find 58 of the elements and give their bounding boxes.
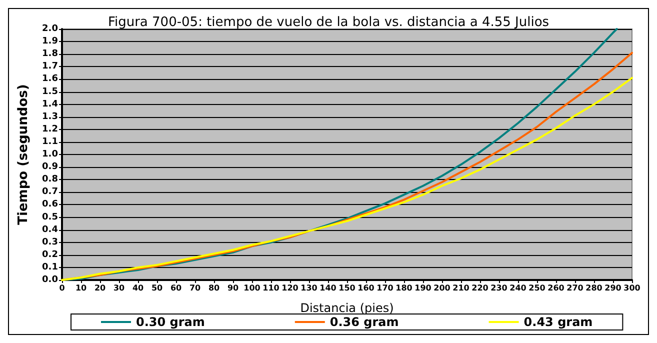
x-axis-title: Distancia (pies): [300, 301, 394, 315]
x-tick-label: 110: [262, 284, 280, 292]
y-tick-label: 0.7: [42, 187, 58, 198]
x-tick-label: 170: [376, 284, 394, 292]
legend-label: 0.36 gram: [330, 315, 399, 329]
y-tick-label: 1.0: [42, 150, 58, 160]
y-tick-label: 1.7: [42, 62, 58, 72]
x-tick-label: 250: [528, 284, 546, 292]
x-tick-label: 10: [75, 284, 87, 292]
x-tick-label: 130: [300, 284, 318, 292]
x-tick-label: 160: [358, 284, 375, 292]
x-tick-label: 220: [472, 284, 489, 292]
legend-label: 0.30 gram: [136, 315, 205, 329]
chart-title: Figura 700-05: tiempo de vuelo de la bola vs. distancia a 4.55 Julios: [108, 15, 550, 30]
y-tick-label: 0.4: [42, 224, 58, 235]
y-tick-label: 0.8: [42, 174, 58, 185]
y-tick-label: 1.1: [42, 136, 58, 147]
x-tick-label: 50: [151, 284, 163, 292]
x-tick-label: 70: [189, 284, 201, 292]
x-tick-label: 60: [170, 284, 182, 292]
y-tick-label: 1.9: [42, 36, 58, 47]
y-tick-label: 0.1: [42, 262, 58, 272]
y-tick-label: 2.0: [42, 24, 58, 34]
x-tick-label: 300: [624, 284, 641, 292]
y-tick-label: 0.6: [42, 200, 58, 210]
x-tick-label: 270: [566, 284, 584, 292]
y-tick-label: 0.5: [42, 212, 58, 222]
y-tick-label: 1.3: [42, 112, 58, 122]
x-tick-label: 100: [244, 284, 261, 292]
y-tick-label: 0.9: [42, 162, 58, 172]
x-tick-label: 290: [604, 284, 622, 292]
x-tick-label: 280: [586, 284, 603, 292]
x-tick-label: 140: [320, 284, 337, 292]
x-tick-label: 260: [548, 284, 565, 292]
x-tick-label: 30: [113, 284, 125, 292]
x-tick-label: 200: [434, 284, 451, 292]
y-tick-label: 1.6: [42, 74, 58, 84]
x-tick-label: 80: [208, 284, 220, 292]
y-axis-title: Tiempo (segundos): [16, 84, 31, 225]
x-tick-label: 20: [94, 284, 106, 292]
x-tick-label: 240: [510, 284, 527, 292]
y-tick-label: 1.8: [42, 49, 58, 60]
x-tick-label: 150: [338, 284, 356, 292]
x-tick-label: 230: [490, 284, 508, 292]
y-tick-label: 0.2: [42, 250, 58, 260]
x-tick-label: 210: [452, 284, 470, 292]
x-tick-label: 90: [227, 284, 239, 292]
x-tick-label: 180: [396, 284, 413, 292]
x-tick-label: 190: [414, 284, 432, 292]
y-tick-label: 1.5: [42, 86, 58, 97]
y-tick-label: 0.3: [42, 237, 58, 248]
y-tick-label: 0.0: [42, 275, 58, 285]
y-tick-label: 1.2: [42, 124, 58, 134]
x-tick-label: 120: [282, 284, 299, 292]
x-tick-label: 40: [132, 284, 144, 292]
x-tick-label: 0: [59, 284, 66, 292]
legend-label: 0.43 gram: [524, 315, 593, 329]
y-tick-label: 1.4: [42, 99, 58, 110]
